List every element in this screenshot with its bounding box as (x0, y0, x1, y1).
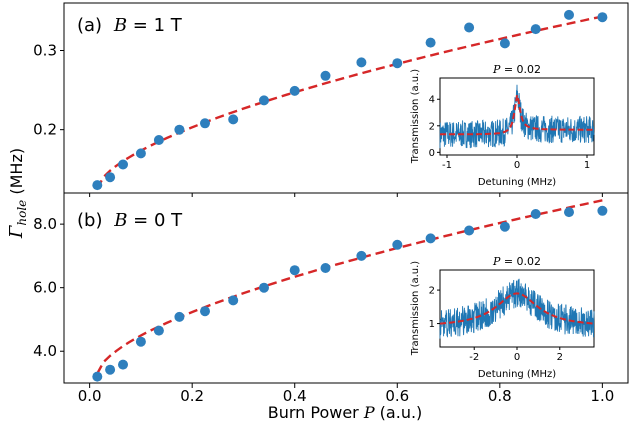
data-point (228, 114, 239, 125)
data-point (153, 325, 164, 336)
inset-x-tick-label: -1 (442, 160, 452, 171)
inset-x-tick-label: 0 (514, 352, 520, 363)
inset-trace (439, 84, 595, 149)
inset-x-tick-label: 1 (584, 160, 590, 171)
panel-a-field-value: = 1 T (127, 15, 183, 36)
x-tick-label: 0.0 (78, 387, 102, 405)
data-point (92, 180, 103, 191)
x-tick-label: 0.8 (488, 387, 512, 405)
series-points-b (92, 205, 608, 382)
inset-a: -1 0 1 0 2 4 P = 0.02 Detuning (MHz) Transmis… (410, 63, 595, 188)
data-point (597, 12, 608, 23)
data-point (118, 359, 128, 370)
y-tick-label: 0.3 (33, 42, 57, 60)
data-point (356, 57, 367, 68)
inset-y-tick-label: 2 (429, 286, 435, 297)
inset-b: -2 0 2 1 2 P = 0.02 Detuning (MHz) Transmiss… (410, 255, 595, 380)
inset-y-tick-label: 1 (429, 319, 435, 330)
data-point (289, 265, 300, 276)
inset-trace (439, 278, 595, 339)
data-point (499, 221, 510, 232)
data-point (320, 263, 331, 273)
panel-a-id: (a) (77, 15, 102, 36)
y-ticks-b: 4.0 6.0 8.0 (33, 215, 64, 360)
data-point (499, 38, 510, 49)
x-tick-label: 0.6 (385, 387, 409, 405)
inset-y-tick-label: 4 (429, 95, 435, 106)
inset-fit (439, 292, 595, 325)
inset-a-title: P = 0.02 (492, 63, 541, 76)
data-point (118, 159, 128, 170)
inset-y-tick-label: 2 (429, 121, 435, 132)
y-tick-label: 8.0 (33, 215, 57, 233)
data-point (259, 95, 269, 106)
data-point (564, 9, 574, 20)
data-point (174, 124, 185, 135)
panel-b-label: (b) B = 0 T (77, 210, 183, 231)
inset-y-tick-label: 0 (429, 148, 435, 159)
data-point (464, 22, 475, 33)
panel-a-field-var: B (113, 15, 127, 36)
data-point (105, 172, 116, 183)
x-tick-label: 0.2 (180, 387, 204, 405)
panel-a-label: (a) B = 1 T (77, 15, 183, 36)
data-point (174, 311, 185, 322)
y-tick-label: 4.0 (33, 342, 57, 360)
y-tick-label: 6.0 (33, 279, 57, 297)
data-point (200, 118, 210, 129)
data-point (597, 205, 608, 216)
data-point (153, 135, 164, 145)
y-tick-label: 0.2 (33, 121, 57, 139)
x-tick-label: 1.0 (590, 387, 614, 405)
data-point (530, 24, 541, 35)
data-point (564, 207, 574, 218)
data-point (259, 282, 269, 293)
panel-b-field-var: B (113, 210, 127, 231)
inset-a-ylabel: Transmission (a.u.) (410, 69, 421, 165)
data-point (105, 364, 116, 375)
data-point (200, 306, 210, 317)
data-point (92, 371, 103, 382)
data-point (135, 336, 146, 347)
data-point (392, 58, 403, 69)
data-point (135, 148, 146, 159)
data-point (425, 233, 436, 244)
data-point (228, 295, 239, 306)
inset-x-tick-label: 0 (514, 160, 520, 171)
data-point (289, 85, 300, 96)
data-point (425, 37, 436, 48)
x-tick-label: 0.4 (283, 387, 307, 405)
inset-x-tick-label: 2 (557, 352, 563, 363)
y-ticks-a: 0.2 0.3 (33, 42, 64, 139)
data-point (320, 70, 331, 81)
inset-fit (439, 94, 594, 136)
inset-b-title: P = 0.02 (492, 255, 541, 268)
data-point (392, 239, 403, 250)
inset-b-xlabel: Detuning (MHz) (478, 369, 556, 380)
inset-a-xlabel: Detuning (MHz) (478, 177, 556, 188)
series-points-a (92, 9, 608, 191)
inset-x-tick-label: -2 (469, 352, 479, 363)
panel-b-id: (b) (77, 210, 102, 231)
data-point (356, 250, 367, 261)
y-axis-label: Γhole (MHz) (6, 148, 29, 239)
data-point (464, 225, 475, 236)
data-point (530, 209, 541, 219)
panel-b-field-value: = 0 T (127, 210, 183, 231)
x-ticks: 0.0 0.2 0.4 0.6 0.8 1.0 (78, 193, 614, 405)
x-axis-label: Burn Power P (a.u.) (268, 403, 423, 422)
inset-b-ylabel: Transmission (a.u.) (410, 261, 421, 357)
